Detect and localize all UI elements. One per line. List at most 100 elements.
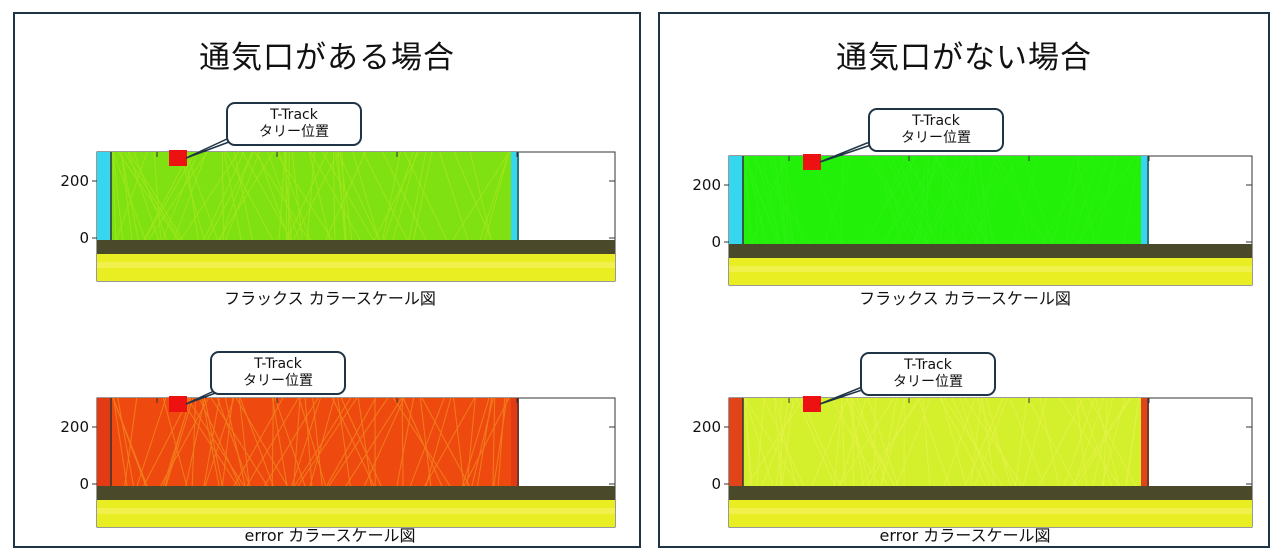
panel-without-vent: 通気口がない場合 200 0 T-Track タリー位置 フラックス カラースケー… [658, 12, 1270, 548]
texture-streak [768, 155, 790, 245]
callout-line2: タリー位置 [243, 373, 313, 389]
texture-streak [744, 397, 752, 487]
texture-streak [1051, 155, 1076, 245]
texture-streak [425, 397, 452, 487]
texture-streak [123, 151, 181, 241]
texture-streak [384, 151, 414, 241]
texture-streak [293, 151, 339, 241]
texture-streak [985, 397, 1012, 487]
texture-streak [340, 397, 382, 487]
y-tick-label: 200 [692, 176, 721, 194]
ground-highlight [97, 262, 615, 268]
right-edge-strip [511, 152, 519, 240]
texture-streak [424, 397, 475, 487]
texture-streak [885, 155, 916, 245]
texture-streak [952, 155, 1007, 245]
left-edge-strip [97, 152, 111, 240]
texture-streak [925, 155, 971, 245]
texture-streak [143, 397, 190, 487]
texture-streak [867, 155, 907, 245]
texture-streak [744, 155, 778, 245]
texture-streak [165, 397, 194, 487]
texture-streak [969, 155, 1020, 245]
right-edge-strip [1141, 398, 1149, 486]
texture-streak [203, 151, 245, 241]
texture-streak [221, 151, 225, 241]
tally-marker [169, 396, 187, 412]
texture-streak [840, 155, 844, 245]
texture-streak [185, 151, 219, 241]
texture-streak [392, 151, 418, 241]
texture-streak [959, 397, 991, 487]
texture-streak [476, 397, 493, 487]
texture-streak [831, 397, 880, 487]
y-tick-label: 200 [60, 172, 89, 190]
texture-streak [143, 151, 191, 241]
texture-streak [763, 397, 804, 487]
texture-streak [357, 397, 372, 487]
right-edge-strip [1141, 156, 1149, 244]
texture-streak [210, 397, 268, 487]
y-tick-label: 0 [79, 475, 89, 493]
texture-streak [112, 151, 117, 241]
texture-streak [207, 151, 255, 241]
texture-streak [943, 397, 976, 487]
texture-streak [865, 155, 927, 245]
texture-streak [939, 397, 987, 487]
texture-streak [903, 155, 959, 245]
texture-streak [328, 397, 389, 487]
texture-streak [263, 397, 319, 487]
texture-streak [254, 151, 310, 241]
texture-streak [873, 397, 876, 487]
texture-streak [811, 397, 848, 487]
texture-streak [304, 397, 313, 487]
texture-streak [153, 151, 162, 241]
texture-streak [811, 155, 844, 245]
texture-streak [112, 397, 148, 487]
texture-streak [1027, 397, 1077, 487]
texture-streaks [112, 397, 510, 487]
texture-streak [800, 397, 842, 487]
right-edge-strip [511, 398, 519, 486]
panel-title: 通気口がない場合 [836, 40, 1092, 76]
texture-streak [352, 151, 380, 241]
texture-streak [401, 397, 404, 487]
texture-streak [1073, 397, 1105, 487]
left-edge-strip [97, 398, 111, 486]
texture-streak [750, 155, 812, 245]
texture-streak [762, 155, 781, 245]
texture-streak [393, 397, 451, 487]
texture-streak [1103, 397, 1108, 487]
texture-streak [911, 155, 936, 245]
left-edge-strip [729, 398, 743, 486]
texture-streak [364, 397, 405, 487]
texture-streak [408, 151, 427, 241]
texture-streak [198, 397, 241, 487]
callout-line2: タリー位置 [901, 130, 971, 146]
texture-streak [1009, 397, 1046, 487]
texture-streak [267, 151, 300, 241]
texture-streak [895, 397, 932, 487]
floor-band [97, 486, 615, 500]
texture-streak [492, 397, 496, 487]
texture-streak [286, 151, 328, 241]
tally-marker [803, 396, 821, 412]
texture-streak [934, 155, 970, 245]
texture-streak [341, 151, 347, 241]
y-tick-label: 200 [692, 418, 721, 436]
texture-streak [1071, 397, 1131, 487]
texture-streak [223, 151, 242, 241]
texture-streak [940, 155, 990, 245]
texture-streak [413, 151, 433, 241]
texture-streak [382, 151, 427, 241]
flux-plot: 200 0 [45, 138, 616, 282]
texture-streak [940, 155, 946, 245]
ground-highlight [729, 266, 1252, 272]
texture-streak [497, 397, 506, 487]
floor-band [729, 486, 1252, 500]
tally-callout: T-Track タリー位置 [868, 108, 1004, 152]
texture-streak [867, 397, 899, 487]
texture-streak [133, 151, 168, 241]
